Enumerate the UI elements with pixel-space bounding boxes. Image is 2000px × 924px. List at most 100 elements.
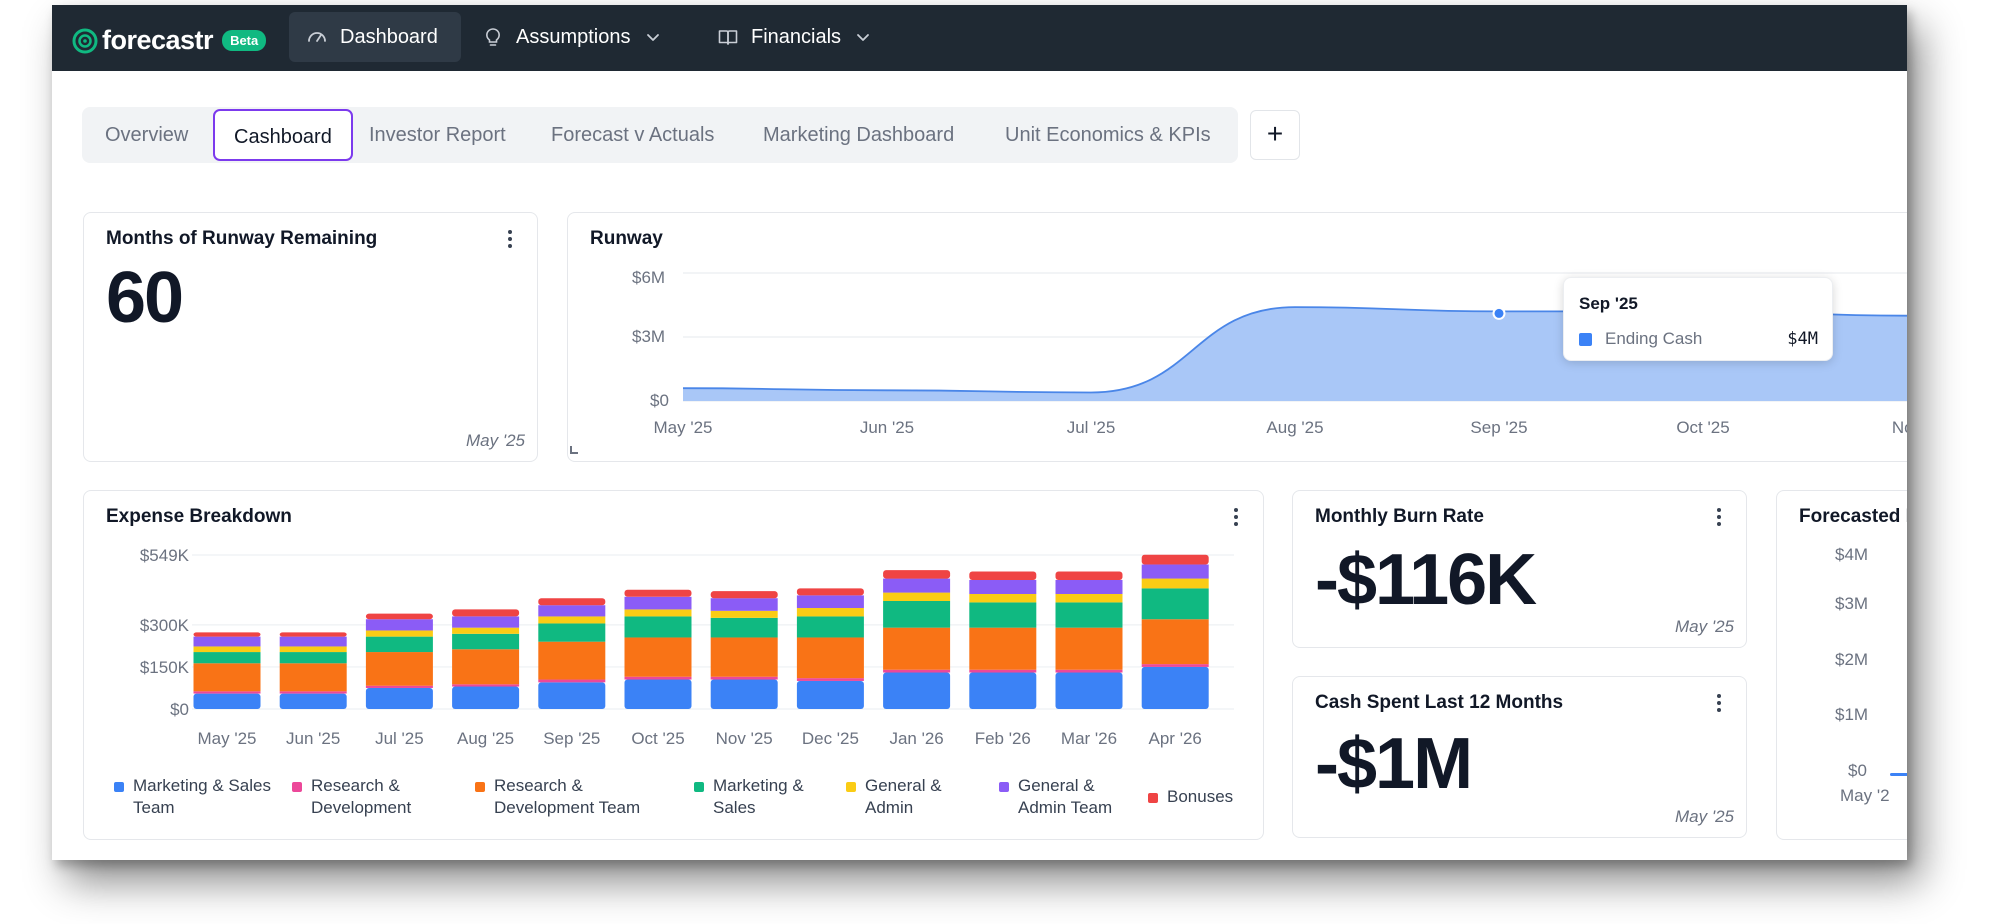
- bar-segment[interactable]: [1055, 672, 1123, 709]
- bar-segment[interactable]: [365, 613, 433, 620]
- bar-segment[interactable]: [969, 571, 1037, 580]
- more-options-icon[interactable]: [1715, 692, 1723, 714]
- bar-segment[interactable]: [365, 652, 433, 686]
- highlight-point[interactable]: [1492, 306, 1506, 320]
- bar-segment[interactable]: [279, 693, 347, 709]
- bar-segment[interactable]: [279, 646, 347, 653]
- bar-segment[interactable]: [193, 632, 261, 637]
- bar-segment[interactable]: [796, 588, 864, 596]
- bar-segment[interactable]: [710, 676, 778, 680]
- legend-item-research-development[interactable]: Research & Development: [292, 775, 442, 819]
- bar-segment[interactable]: [624, 676, 692, 680]
- tab-investor-report[interactable]: Investor Report: [369, 124, 506, 146]
- bar-segment[interactable]: [538, 682, 606, 709]
- bar-segment[interactable]: [969, 602, 1037, 628]
- bar-segment[interactable]: [796, 595, 864, 609]
- bar-segment[interactable]: [538, 605, 606, 617]
- bar-segment[interactable]: [365, 687, 433, 709]
- bar-segment[interactable]: [279, 691, 347, 694]
- bar-segment[interactable]: [796, 680, 864, 709]
- bar-segment[interactable]: [279, 636, 347, 647]
- bar-segment[interactable]: [1055, 627, 1123, 670]
- bar-segment[interactable]: [969, 672, 1037, 709]
- bar-segment[interactable]: [538, 679, 606, 683]
- tab-cashboard[interactable]: Cashboard: [213, 109, 353, 161]
- tab-marketing-dashboard[interactable]: Marketing Dashboard: [763, 124, 955, 146]
- bar-segment[interactable]: [365, 619, 433, 631]
- bar-segment[interactable]: [796, 616, 864, 638]
- legend-item-bonuses[interactable]: Bonuses: [1148, 786, 1248, 808]
- bar-segment[interactable]: [710, 637, 778, 677]
- more-options-icon[interactable]: [1232, 506, 1240, 528]
- bar-segment[interactable]: [624, 637, 692, 677]
- tab-overview[interactable]: Overview: [105, 124, 189, 146]
- nav-financials[interactable]: Financials: [717, 12, 871, 62]
- bar-segment[interactable]: [1141, 588, 1209, 620]
- bar-segment[interactable]: [883, 601, 951, 628]
- bar-segment[interactable]: [1141, 619, 1209, 665]
- nav-dashboard[interactable]: Dashboard: [289, 12, 461, 62]
- bar-segment[interactable]: [969, 593, 1037, 603]
- bar-segment[interactable]: [1055, 579, 1123, 594]
- logo[interactable]: forecastr Beta: [72, 25, 267, 56]
- bar-segment[interactable]: [279, 632, 347, 637]
- bar-segment[interactable]: [538, 623, 606, 642]
- bar-segment[interactable]: [710, 679, 778, 709]
- more-options-icon[interactable]: [506, 228, 514, 250]
- bar-segment[interactable]: [969, 669, 1037, 673]
- bar-segment[interactable]: [969, 627, 1037, 670]
- nav-assumptions[interactable]: Assumptions: [482, 12, 661, 62]
- bar-segment[interactable]: [883, 669, 951, 673]
- bar-segment[interactable]: [710, 591, 778, 599]
- bar-segment[interactable]: [624, 616, 692, 638]
- bar-segment[interactable]: [624, 679, 692, 709]
- bar-segment[interactable]: [710, 617, 778, 638]
- legend-item-general-admin-team[interactable]: General & Admin Team: [999, 775, 1134, 819]
- bar-segment[interactable]: [796, 678, 864, 681]
- bar-segment[interactable]: [279, 652, 347, 664]
- bar-segment[interactable]: [452, 633, 520, 650]
- legend-item-marketing-sales[interactable]: Marketing & Sales: [694, 775, 829, 819]
- bar-segment[interactable]: [452, 649, 520, 685]
- bar-segment[interactable]: [279, 663, 347, 692]
- bar-segment[interactable]: [452, 609, 520, 617]
- bar-segment[interactable]: [193, 663, 261, 692]
- bar-segment[interactable]: [883, 672, 951, 709]
- bar-segment[interactable]: [796, 637, 864, 679]
- bar-segment[interactable]: [624, 596, 692, 610]
- bar-segment[interactable]: [452, 684, 520, 687]
- bar-segment[interactable]: [1055, 669, 1123, 673]
- bar-segment[interactable]: [1141, 664, 1209, 667]
- bar-segment[interactable]: [452, 686, 520, 709]
- bar-segment[interactable]: [193, 646, 261, 653]
- bar-segment[interactable]: [1055, 602, 1123, 628]
- bar-segment[interactable]: [1055, 571, 1123, 580]
- bar-segment[interactable]: [883, 627, 951, 670]
- bar-segment[interactable]: [538, 598, 606, 606]
- bar-segment[interactable]: [1141, 666, 1209, 709]
- bar-segment[interactable]: [710, 598, 778, 611]
- bar-segment[interactable]: [883, 570, 951, 579]
- legend-item-marketing-sales-team[interactable]: Marketing & Sales Team: [114, 775, 274, 819]
- bar-segment[interactable]: [1141, 554, 1209, 565]
- bar-segment[interactable]: [193, 693, 261, 709]
- legend-item-research-development-team[interactable]: Research & Development Team: [475, 775, 660, 819]
- bar-segment[interactable]: [538, 616, 606, 624]
- tab-forecast-v-actuals[interactable]: Forecast v Actuals: [551, 124, 715, 146]
- bar-segment[interactable]: [193, 636, 261, 647]
- bar-segment[interactable]: [193, 691, 261, 694]
- resize-handle-icon[interactable]: [569, 445, 579, 455]
- bar-segment[interactable]: [624, 589, 692, 597]
- add-tab-button[interactable]: +: [1250, 110, 1300, 160]
- bar-segment[interactable]: [452, 627, 520, 634]
- bar-segment[interactable]: [624, 609, 692, 617]
- expense-stacked-bar-chart[interactable]: $0 $150K $300K $549K May '25 Jun '25 Jul '25 Au…: [84, 491, 1265, 761]
- bar-segment[interactable]: [365, 685, 433, 688]
- bar-segment[interactable]: [883, 592, 951, 602]
- bar-segment[interactable]: [1055, 593, 1123, 603]
- bar-segment[interactable]: [796, 608, 864, 617]
- bar-segment[interactable]: [1141, 578, 1209, 589]
- bar-segment[interactable]: [969, 579, 1037, 594]
- bar-segment[interactable]: [538, 641, 606, 680]
- bar-segment[interactable]: [365, 630, 433, 637]
